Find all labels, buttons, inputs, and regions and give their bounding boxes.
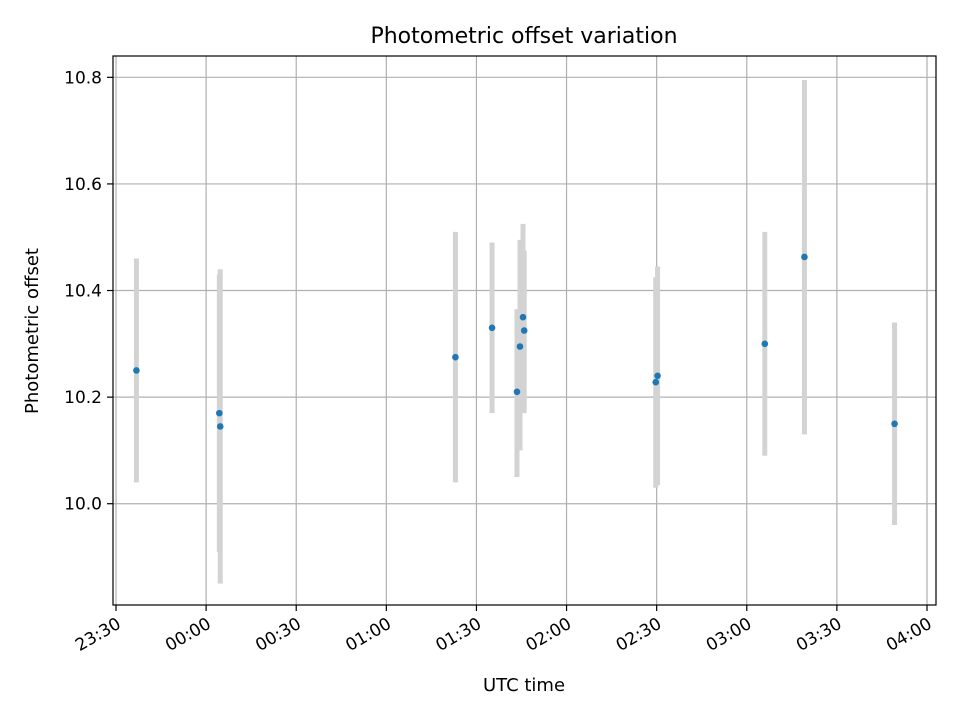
data-point	[513, 388, 521, 396]
y-axis-ticks: 10.0 10.2 10.4 10.6 10.8	[64, 68, 113, 515]
data-point	[519, 313, 527, 321]
data-point	[891, 420, 898, 428]
plot-frame	[112, 55, 937, 606]
chart-title: Photometric offset variation	[370, 24, 677, 49]
data-point	[654, 372, 661, 380]
data-point	[516, 343, 524, 350]
y-tick-label: 10.2	[64, 388, 102, 408]
x-axis-label: UTC time	[483, 675, 565, 696]
y-tick-label: 10.4	[64, 282, 102, 302]
y-tick-label: 10.6	[64, 175, 102, 195]
data-point	[801, 253, 808, 261]
y-axis-label: Photometric offset	[22, 248, 43, 414]
y-tick-label: 10.8	[64, 68, 102, 88]
y-tick-label: 10.0	[64, 495, 102, 515]
data-point	[452, 353, 459, 361]
data-point	[488, 324, 496, 332]
data-points	[133, 253, 898, 430]
data-point	[133, 367, 140, 374]
data-point	[216, 423, 224, 430]
data-point	[216, 409, 223, 417]
data-point	[761, 340, 769, 348]
plot-area	[112, 55, 937, 606]
data-point	[520, 327, 528, 334]
data-point	[652, 378, 660, 386]
